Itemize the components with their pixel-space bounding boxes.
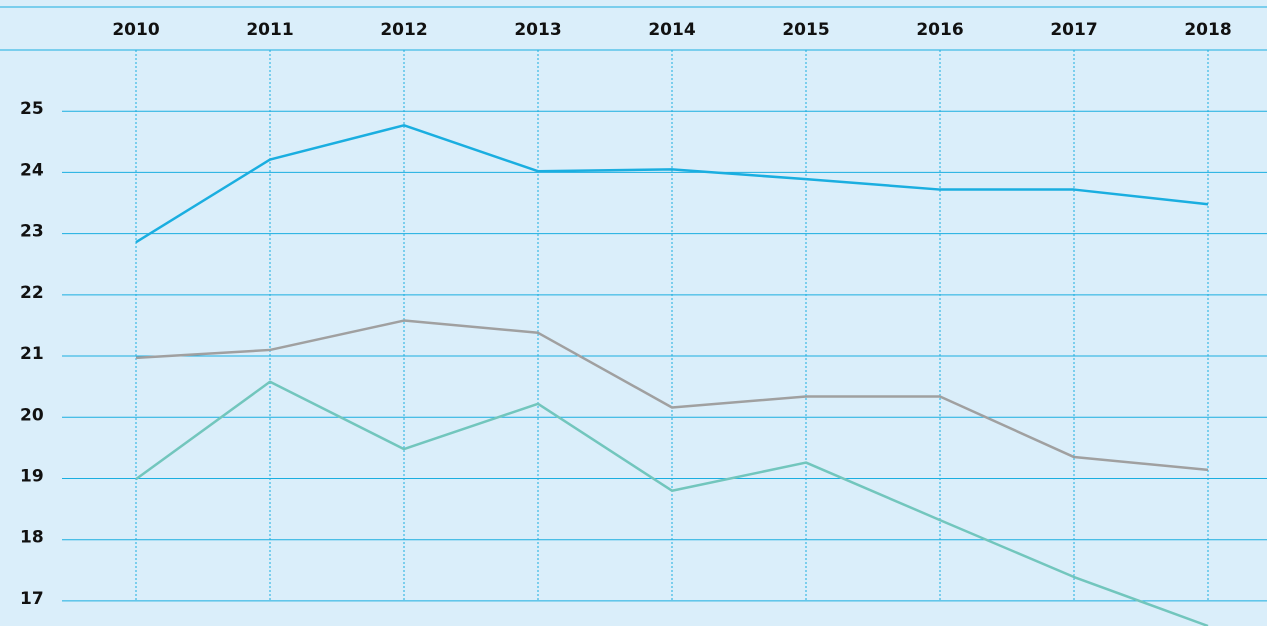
x-tick-label: 2013 [514,20,561,40]
series-line [135,319,1209,472]
x-tick-label: 2018 [1184,20,1231,40]
x-tick-label: 2010 [112,20,159,40]
y-tick-label: 23 [20,222,44,242]
y-tick-label: 24 [20,160,44,180]
y-tick-label: 25 [20,99,44,119]
x-tick-label: 2011 [246,20,293,40]
x-tick-label: 2016 [916,20,963,40]
series-line [135,124,1209,244]
y-tick-label: 19 [20,466,44,486]
y-tick-label: 21 [20,344,44,364]
y-tick-label: 20 [20,405,44,425]
y-tick-label: 18 [20,528,44,548]
series-line [135,380,1209,626]
x-tick-label: 2012 [380,20,427,40]
x-tick-label: 2017 [1050,20,1097,40]
x-tick-label: 2015 [782,20,829,40]
x-tick-label: 2014 [648,20,695,40]
y-tick-label: 22 [20,283,44,303]
y-tick-label: 17 [20,589,44,609]
